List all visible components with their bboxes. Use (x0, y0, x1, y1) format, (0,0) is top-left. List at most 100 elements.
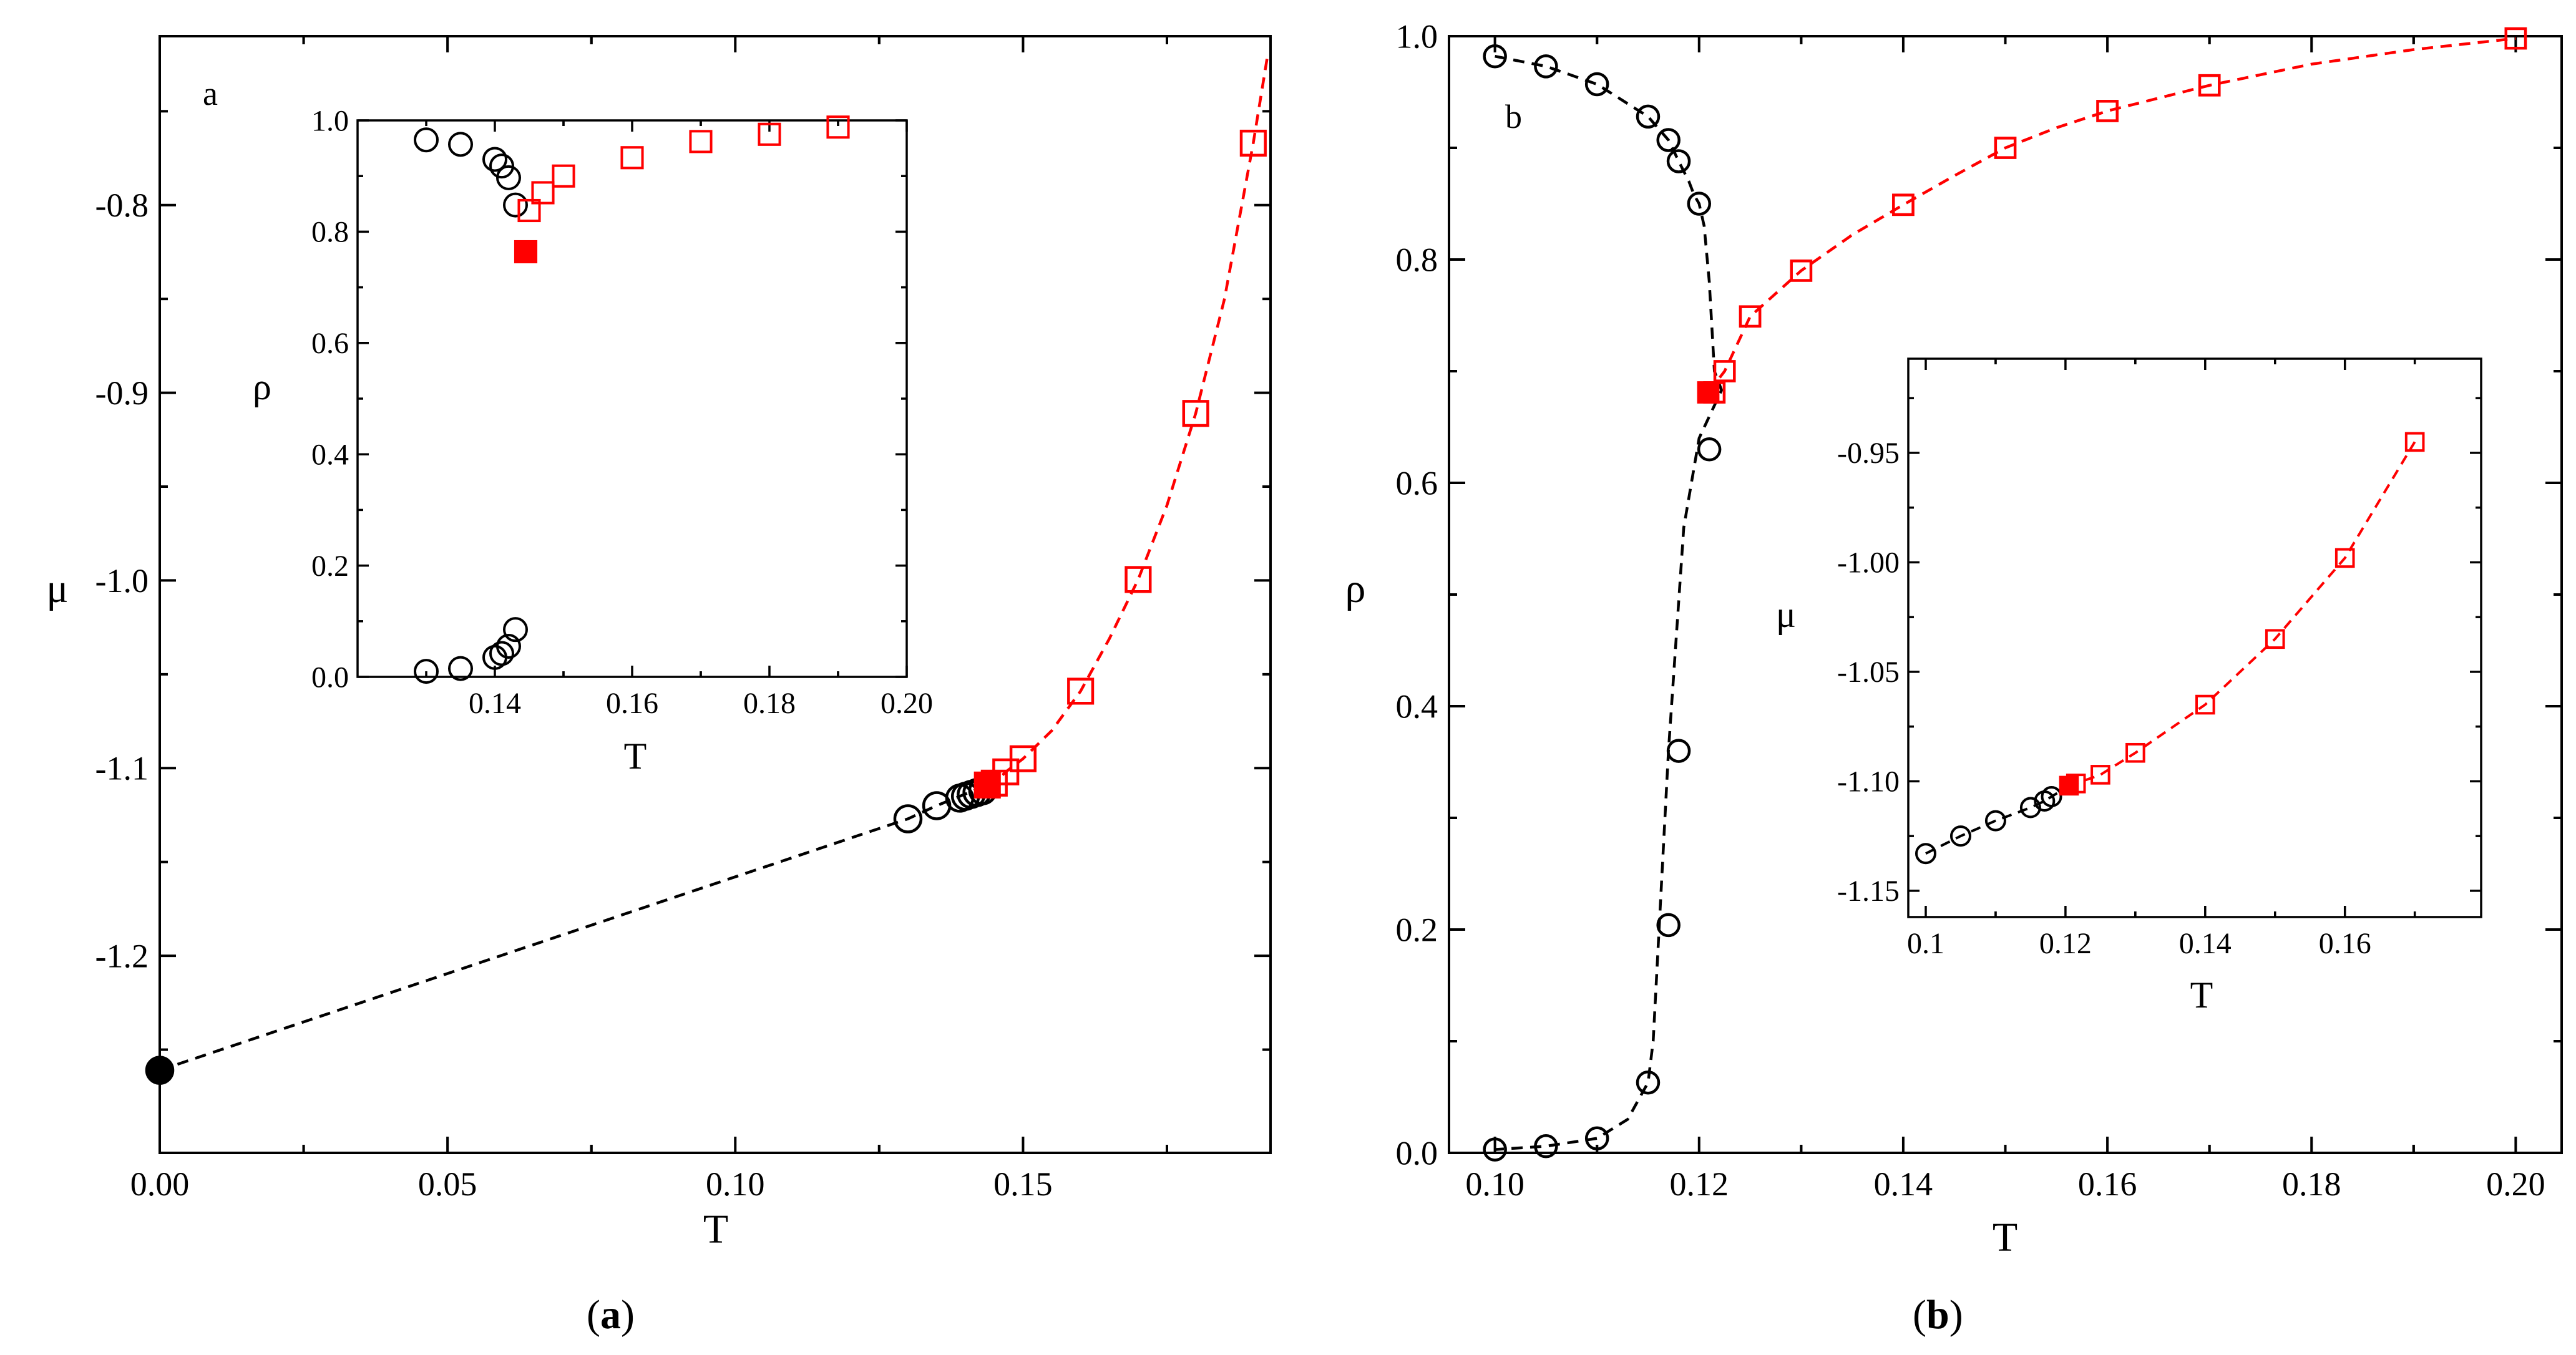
panel-a-caption-open: ( (587, 1292, 600, 1338)
panel-b-inset-critical-point-point (2059, 775, 2079, 796)
panel-b-vapor-branch-point (1656, 913, 1681, 938)
panel-b-supercritical-point (1713, 360, 1736, 382)
panel-a-zero-temperature-point (145, 1056, 175, 1085)
panel-b-inset-plot-frame (1907, 357, 2482, 918)
panel-a-inset-y-tick-label: 0.0 (311, 661, 349, 694)
panel-a-supercritical-point (1182, 400, 1209, 427)
panel-a-inset-x-tick-label: 0.20 (881, 687, 933, 720)
panel-a-inset: 0.14 0.16 0.18 0.20 0.0 0.2 0.4 0.6 0.8 1.0 T ρ (253, 104, 933, 777)
panel-a-inset-plot-frame (356, 119, 908, 678)
panel-b-x-axis-label: T (1993, 1215, 2017, 1260)
panel-b-inset: 0.1 0.12 0.14 0.16 -1.15 -1.10 -1.05 -1.00 -0.95… (1776, 357, 2482, 1016)
panel-b-caption-letter: b (1926, 1292, 1949, 1338)
panel-a-caption: (a) (587, 1291, 635, 1339)
panel-a-inset-supercritical-point (552, 164, 575, 188)
panel-a-inset-y-tick-label: 0.2 (311, 550, 349, 583)
panel-a-y-tick-label: -0.9 (95, 374, 149, 412)
panel-a-inset-supercritical-point (531, 181, 555, 205)
panel-b-x-tick-label: 0.18 (2282, 1165, 2341, 1203)
panel-a-y-tick-label: -1.0 (95, 562, 149, 600)
panel-b-vapor-branch-point (1584, 1126, 1609, 1150)
panel-a-inset-supercritical-point (620, 146, 644, 170)
panel-b-y-axis-label: ρ (1345, 566, 1366, 611)
panel-a-supercritical-point (1125, 566, 1152, 593)
panel-b-inset-x-tick-label: 0.1 (1907, 927, 1944, 960)
panel-b-inset-plot: 0.1 0.12 0.14 0.16 -1.15 -1.10 -1.05 -1.00 -0.95 (1837, 357, 2482, 960)
panel-b-liquid-branch-point (1656, 128, 1681, 152)
panel-a-inset-critical-point-point (514, 240, 538, 264)
panel-b-liquid-branch-point (1636, 104, 1661, 129)
panel-b-inset-supercritical-point (2125, 742, 2145, 763)
panel-a-y-axis-label: μ (46, 566, 68, 611)
panel-a-inset-supercritical-point (689, 130, 713, 153)
panel-a: 0.00 0.05 0.10 0.15 -1.2 -1.1 -1.0 -0.9 -0.8 a T… (46, 35, 1272, 1252)
panel-a-inset-liquid-branch-point (482, 147, 507, 172)
panel-b-liquid-branch-point (1483, 44, 1507, 69)
panel-b-caption-close: ) (1949, 1292, 1963, 1338)
panel-a-inset-vapor-branch-point (496, 633, 521, 659)
panel-b-supercritical-point (1739, 305, 1762, 328)
panel-a-supercritical-point (1239, 129, 1267, 157)
panel-b-vapor-branch-point (1666, 739, 1691, 763)
panel-b-y-tick-label: 0.8 (1396, 241, 1438, 278)
panel-b-inset-x-tick-label: 0.16 (2319, 927, 2371, 960)
panel-b-x-tick-label: 0.16 (2078, 1165, 2137, 1203)
panel-b-caption: (b) (1913, 1291, 1963, 1339)
panel-a-inset-x-axis-label: T (624, 736, 647, 777)
panel-a-y-tick-label: -1.2 (95, 937, 149, 974)
panel-b-supercritical-point (1994, 137, 2017, 159)
panel-b-inset-supercritical-point (2091, 765, 2110, 785)
panel-b-vapor-branch-point (1483, 1137, 1507, 1162)
panel-a-inset-vapor-branch-point (448, 656, 473, 681)
panel-a-inset-y-axis-label: ρ (253, 366, 271, 407)
panel-a-inset-y-tick-label: 0.6 (311, 327, 349, 360)
panel-b: 0.10 0.12 0.14 0.16 0.18 0.20 0.0 0.2 0.4 0.6 0.8 1… (1345, 17, 2563, 1260)
panel-b-inset-supercritical-point (2404, 432, 2425, 452)
panel-b-x-tick-label: 0.12 (1670, 1165, 1729, 1203)
panel-b-vapor-branch-point (1534, 1134, 1558, 1158)
panel-b-y-tick-label: 0.0 (1396, 1134, 1438, 1172)
panel-b-inset-y-tick-label: -1.05 (1837, 656, 1900, 689)
panel-a-inset-plot: 0.14 0.16 0.18 0.20 0.0 0.2 0.4 0.6 0.8 1.0 (311, 104, 933, 720)
panel-b-inset-y-tick-label: -1.00 (1837, 546, 1900, 580)
panel-b-liquid-branch-point (1534, 54, 1558, 79)
panel-b-inset-liquid-vapor-point (1984, 810, 2006, 832)
panel-b-inset-liquid-vapor-point (1915, 843, 1936, 865)
panel-a-inset-liquid-branch-point (496, 165, 521, 190)
panel-b-y-tick-label: 0.6 (1396, 464, 1438, 502)
panel-b-vapor-branch-point (1636, 1070, 1661, 1095)
panel-a-inset-vapor-branch-point (414, 659, 439, 684)
panel-a-y-tick-label: -1.1 (95, 750, 149, 787)
panel-a-inset-x-tick-label: 0.18 (743, 687, 796, 720)
panel-b-letter: b (1505, 98, 1522, 135)
panel-b-inset-supercritical-point (2195, 694, 2215, 715)
panel-b-inset-y-tick-label: -0.95 (1837, 437, 1900, 470)
panel-b-inset-x-tick-label: 0.12 (2039, 927, 2092, 960)
panel-b-caption-open: ( (1913, 1292, 1926, 1338)
panel-b-liquid-branch-point (1697, 437, 1722, 462)
panel-a-caption-close: ) (620, 1292, 635, 1338)
panel-a-x-tick-label: 0.15 (993, 1165, 1053, 1203)
panel-a-inset-supercritical-point (758, 122, 781, 146)
panel-b-inset-y-tick-label: -1.10 (1837, 765, 1900, 799)
panel-b-liquid-branch-point (1584, 72, 1609, 97)
panel-a-x-axis-label: T (703, 1207, 728, 1252)
panel-b-liquid-branch-point (1666, 149, 1691, 173)
panel-b-y-tick-label: 0.2 (1396, 911, 1438, 948)
panel-a-inset-liquid-branch-point (503, 192, 528, 218)
panel-a-caption-letter: a (600, 1292, 621, 1338)
panel-b-supercritical-point (1790, 260, 1813, 282)
panel-a-inset-supercritical-point (517, 198, 541, 223)
panel-a-supercritical-point (1067, 678, 1095, 705)
panel-b-inset-liquid-vapor-point (2019, 797, 2041, 818)
panel-a-inset-x-tick-label: 0.14 (469, 687, 521, 720)
panel-a-inset-y-tick-label: 0.4 (311, 439, 349, 472)
panel-a-letter: a (203, 75, 218, 112)
panel-b-y-tick-label: 1.0 (1396, 17, 1438, 55)
panel-b-inset-liquid-vapor-point (1949, 825, 1971, 847)
panel-a-inset-liquid-branch-point (414, 127, 439, 153)
panel-b-inset-supercritical-point (2334, 548, 2355, 568)
panel-b-x-tick-label: 0.14 (1874, 1165, 1933, 1203)
panel-a-inset-x-tick-label: 0.16 (606, 687, 658, 720)
panel-b-supercritical-point (1892, 193, 1915, 216)
